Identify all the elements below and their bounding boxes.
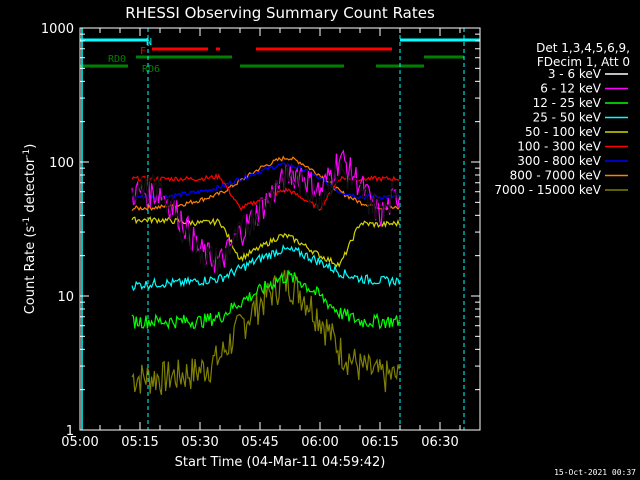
x-tick-label: 05:15 [121,435,158,450]
flag-label-rd6: RD6 [142,64,160,75]
x-tick-label: 05:30 [181,435,218,450]
legend-entry-label: 300 - 800 keV [517,154,601,168]
y-tick-label: 1000 [41,22,74,37]
y-tick-label: 1 [66,424,74,439]
series-line [131,162,400,200]
series-line [131,216,400,268]
footer-date: 15-Oct-2021 00:37 [554,468,636,477]
y-axis: 1 10 100 1000 [41,22,480,439]
legend-entry-label: 50 - 100 keV [525,125,602,139]
series-line [131,149,400,273]
x-tick-label: 05:45 [241,435,278,450]
flag-label-f: F [140,46,146,57]
legend-entry-label: 3 - 6 keV [548,67,602,81]
flag-label-n: N [146,37,152,48]
x-axis: 05:00 05:15 05:30 05:45 06:00 06:15 06:30 [61,28,481,450]
legend-header: FDecim 1, Att 0 [537,55,630,69]
flag-label-rd0: RD0 [108,54,126,65]
legend-entry-label: 6 - 12 keV [540,82,602,96]
x-tick-label: 05:00 [61,435,98,450]
legend-entry-label: 25 - 50 keV [533,111,602,125]
series-line [131,243,400,292]
x-tick-label: 06:30 [421,435,458,450]
series-layer [131,149,400,395]
legend-entry-label: 12 - 25 keV [533,96,602,110]
x-tick-label: 06:00 [301,435,338,450]
legend-entry-label: 7000 - 15000 keV [494,183,601,197]
chart-title: RHESSI Observing Summary Count Rates [125,4,435,22]
y-tick-label: 10 [57,290,74,305]
x-tick-label: 06:15 [361,435,398,450]
status-flags: NF RD0 RD6 [80,28,480,430]
legend-entry-label: 100 - 300 keV [517,140,601,154]
legend: Det 1,3,4,5,6,9,FDecim 1, Att 03 - 6 keV… [494,41,630,197]
x-axis-label: Start Time (04-Mar-11 04:59:42) [175,455,386,470]
legend-entry-label: 800 - 7000 keV [510,169,602,183]
series-line [131,269,400,395]
series-line [131,160,400,276]
y-axis-label: Count Rate (s-1 detector-1) [22,144,38,315]
series-line [131,269,400,330]
legend-header: Det 1,3,4,5,6,9, [536,41,630,55]
y-tick-label: 100 [49,156,74,171]
